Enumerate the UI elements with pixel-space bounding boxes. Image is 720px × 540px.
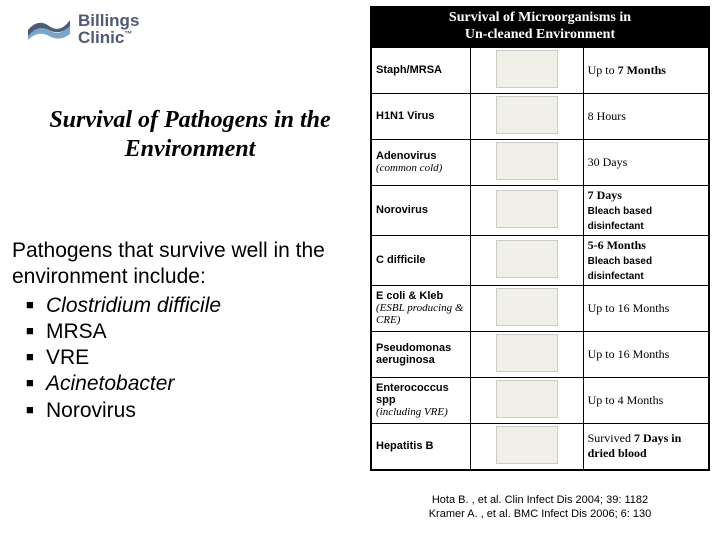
citation-line: Hota B. , et al. Clin Infect Dis 2004; 3… — [370, 493, 710, 507]
logo-name: Billings — [78, 12, 139, 29]
pathogen-image — [471, 185, 583, 235]
table-row: Norovirus 7 DaysBleach based disinfectant — [372, 185, 709, 235]
survival-time: Up to 16 Months — [583, 331, 708, 377]
list-item: Norovirus — [12, 398, 364, 424]
table-body: Staph/MRSA Up to 7 Months H1N1 Virus 8 Hour… — [372, 47, 709, 469]
pathogen-name: H1N1 Virus — [372, 93, 471, 139]
list-item: MRSA — [12, 319, 364, 345]
pathogen-image — [471, 377, 583, 423]
pathogen-name: Staph/MRSA — [372, 47, 471, 93]
pathogen-name: Hepatitis B — [372, 423, 471, 469]
pathogen-image — [471, 423, 583, 469]
pathogen-name: C difficile — [372, 235, 471, 285]
pathogen-table: Survival of Microorganisms inUn-cleaned … — [370, 6, 710, 471]
bullet-list: Clostridium difficileMRSAVREAcinetobacte… — [12, 293, 364, 424]
citation-line: Kramer A. , et al. BMC Infect Dis 2006; … — [370, 507, 710, 521]
pathogen-name: Pseudomonas aeruginosa — [372, 331, 471, 377]
table-row: Enterococcus spp(including VRE) Up to 4 M… — [372, 377, 709, 423]
table-row: Staph/MRSA Up to 7 Months — [372, 47, 709, 93]
table-row: C difficile 5-6 MonthsBleach based disinf… — [372, 235, 709, 285]
table-row: Pseudomonas aeruginosa Up to 16 Months — [372, 331, 709, 377]
pathogen-image — [471, 331, 583, 377]
pathogen-image — [471, 139, 583, 185]
survival-time: Up to 16 Months — [583, 285, 708, 331]
table-row: E coli & Kleb(ESBL producing & CRE) Up to… — [372, 285, 709, 331]
table-header: Survival of Microorganisms inUn-cleaned … — [371, 7, 709, 47]
pathogen-image — [471, 285, 583, 331]
wave-icon — [28, 16, 70, 42]
list-item: Acinetobacter — [12, 371, 364, 397]
table-row: Adenovirus(common cold) 30 Days — [372, 139, 709, 185]
survival-time: 5-6 MonthsBleach based disinfectant — [583, 235, 708, 285]
survival-time: 7 DaysBleach based disinfectant — [583, 185, 708, 235]
logo-sub: Clinic™ — [78, 29, 139, 46]
list-item: Clostridium difficile — [12, 293, 364, 319]
intro-text: Pathogens that survive well in the envir… — [12, 238, 364, 291]
slide-title: Survival of Pathogens in the Environment — [12, 106, 368, 164]
list-item: VRE — [12, 345, 364, 371]
pathogen-image — [471, 235, 583, 285]
survival-time: Up to 4 Months — [583, 377, 708, 423]
pathogen-image — [471, 93, 583, 139]
survival-time: 30 Days — [583, 139, 708, 185]
pathogen-name: Enterococcus spp(including VRE) — [372, 377, 471, 423]
logo: Billings Clinic™ — [28, 12, 139, 46]
citations: Hota B. , et al. Clin Infect Dis 2004; 3… — [370, 493, 710, 522]
pathogen-name: Adenovirus(common cold) — [372, 139, 471, 185]
pathogen-name: Norovirus — [372, 185, 471, 235]
body-text: Pathogens that survive well in the envir… — [12, 238, 364, 424]
survival-time: 8 Hours — [583, 93, 708, 139]
survival-time: Up to 7 Months — [583, 47, 708, 93]
pathogen-image — [471, 47, 583, 93]
table-row: H1N1 Virus 8 Hours — [372, 93, 709, 139]
survival-time: Survived 7 Days in dried blood — [583, 423, 708, 469]
table-row: Hepatitis B Survived 7 Days in dried bloo… — [372, 423, 709, 469]
pathogen-name: E coli & Kleb(ESBL producing & CRE) — [372, 285, 471, 331]
